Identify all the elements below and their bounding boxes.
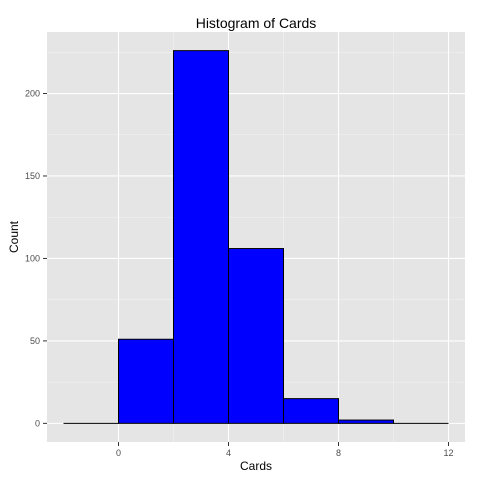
histogram-bar xyxy=(338,419,394,424)
x-tick-label: 12 xyxy=(443,448,453,458)
bars xyxy=(63,50,449,424)
y-tick-label: 150 xyxy=(25,171,40,181)
x-tick-label: 0 xyxy=(116,448,121,458)
x-axis-ticks: 0 4 8 12 xyxy=(116,442,454,458)
y-axis-ticks: 0 50 100 150 200 xyxy=(25,89,47,428)
y-tick-label: 50 xyxy=(30,336,40,346)
chart-title: Histogram of Cards xyxy=(196,15,317,31)
y-tick-label: 200 xyxy=(25,89,40,99)
histogram-bar xyxy=(283,398,339,424)
x-axis-label: Cards xyxy=(240,459,272,473)
y-tick-label: 100 xyxy=(25,253,40,263)
histogram-bar xyxy=(173,50,229,424)
histogram-bar xyxy=(118,338,174,424)
x-tick-label: 4 xyxy=(226,448,231,458)
x-tick-label: 8 xyxy=(336,448,341,458)
histogram-bar xyxy=(228,248,284,424)
y-tick-label: 0 xyxy=(35,418,40,428)
y-axis-label: Count xyxy=(7,220,21,253)
